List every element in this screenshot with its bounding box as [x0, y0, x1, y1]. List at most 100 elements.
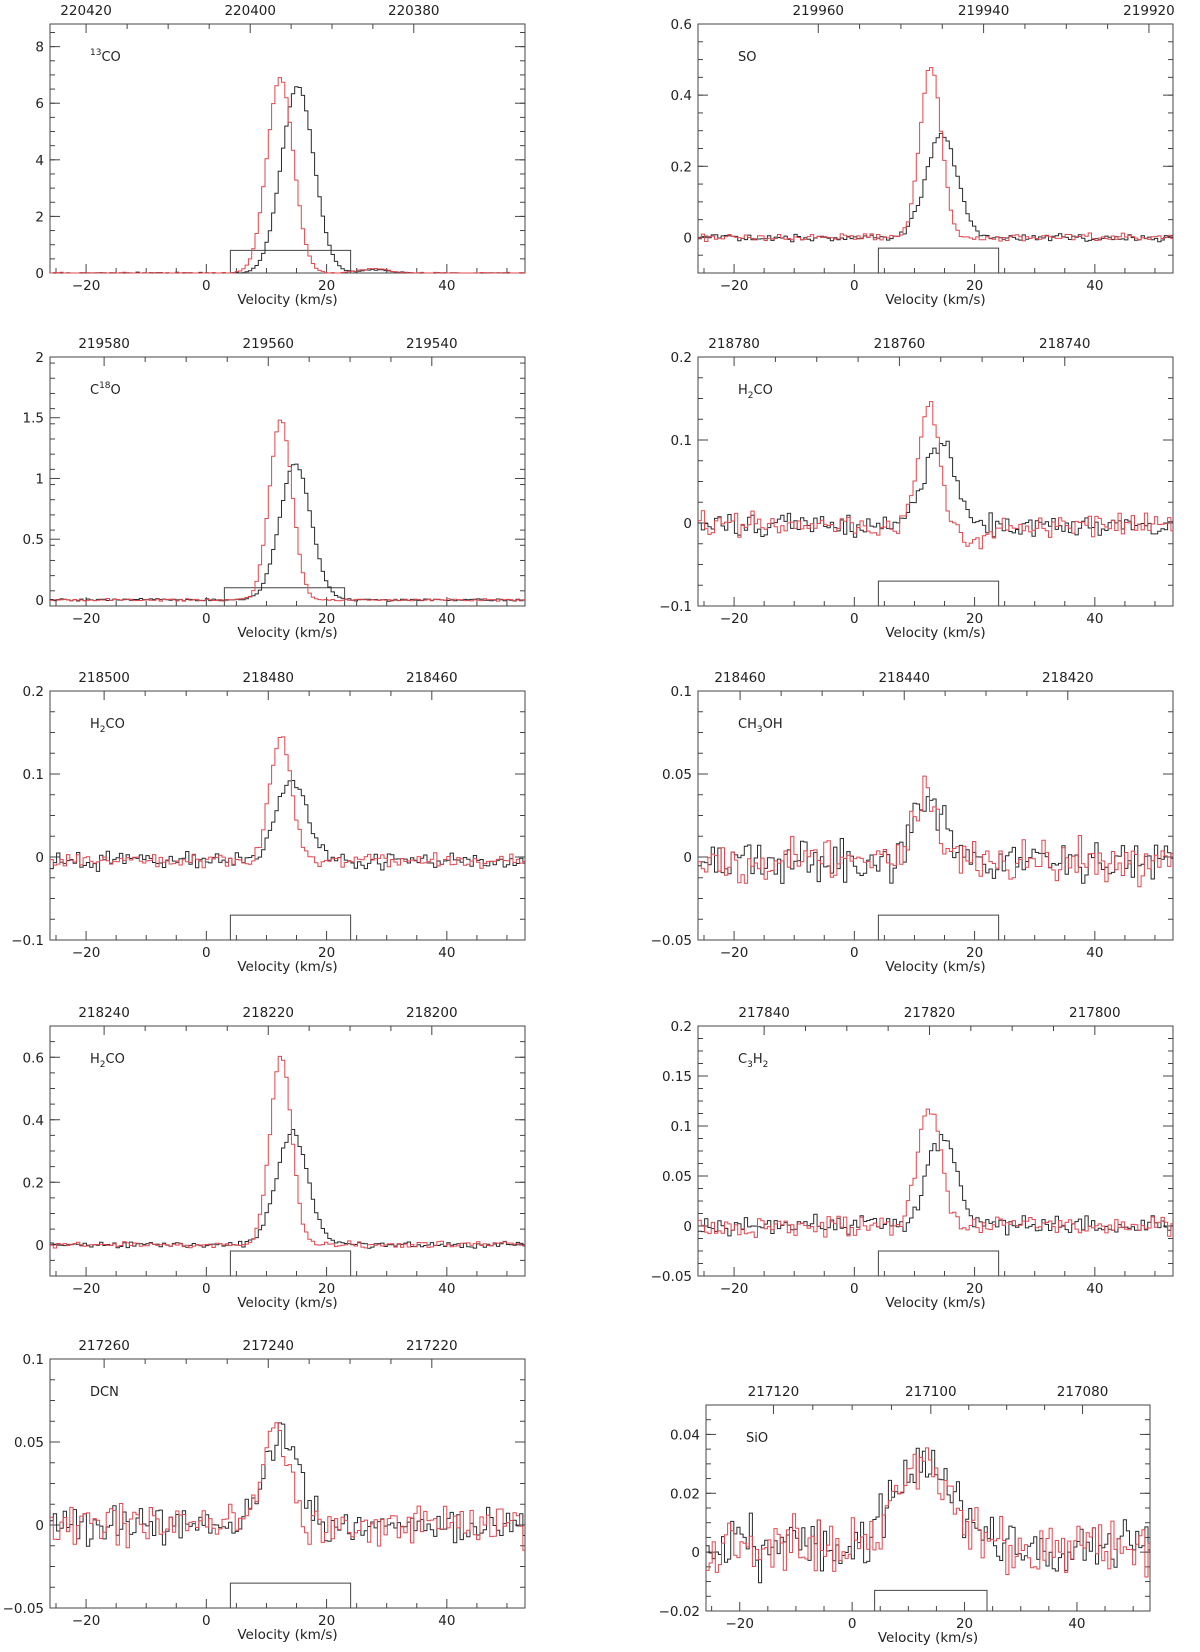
top-tick-label: 217220 [406, 1338, 458, 1354]
y-tick-label: 0.05 [662, 767, 692, 783]
x-tick-label: 20 [318, 945, 335, 961]
x-axis-title: Velocity (km/s) [237, 1295, 337, 1311]
y-tick-label: 0.4 [23, 1113, 44, 1129]
x-tick-label: −20 [72, 278, 101, 294]
y-tick-label: 0.1 [23, 767, 44, 783]
x-tick-label: −20 [72, 1613, 101, 1629]
plot-frame [697, 1025, 1174, 1277]
y-tick-label: −0.05 [651, 1269, 692, 1285]
molecule-label: SiO [746, 1431, 768, 1446]
top-tick-label: 218760 [874, 336, 926, 352]
y-tick-label: 0 [683, 1219, 692, 1235]
top-tick-label: 219940 [958, 3, 1010, 19]
molecule-label: DCN [90, 1385, 119, 1400]
y-tick-label: 0.6 [671, 17, 692, 33]
top-tick-label: 217240 [242, 1338, 294, 1354]
top-tick-label: 218460 [714, 670, 766, 686]
x-axis-title: Velocity (km/s) [237, 1627, 337, 1643]
x-tick-label: 20 [318, 1613, 335, 1629]
plot-frame [49, 1358, 526, 1609]
top-tick-label: 218440 [878, 670, 930, 686]
spectrum-panel-1: −20 0 20 40 Velocity (km/s) 0 2 4 6 8 220420 220400… [35, 3, 526, 308]
spectrum-red-series [50, 736, 525, 869]
x-tick-label: −20 [72, 945, 101, 961]
top-tick-label: 220380 [388, 3, 440, 19]
y-tick-label: −0.05 [3, 1601, 44, 1617]
y-tick-label: 0.5 [23, 532, 44, 548]
spectrum-red-series [698, 775, 1173, 888]
y-tick-label: 6 [35, 96, 44, 112]
spectrum-red-series [50, 419, 525, 602]
x-tick-label: −20 [720, 611, 749, 627]
y-tick-label: 0.1 [23, 1352, 44, 1368]
top-tick-label: 218240 [78, 1005, 130, 1021]
top-tick-label: 217260 [78, 1338, 130, 1354]
y-tick-label: −0.02 [659, 1604, 700, 1620]
spectrum-black-series [706, 1447, 1150, 1584]
top-tick-label: 217820 [904, 1005, 956, 1021]
y-tick-label: −0.05 [651, 933, 692, 949]
x-tick-label: 0 [202, 945, 211, 961]
y-tick-label: 0 [35, 266, 44, 282]
molecule-label: C3H2 [738, 1052, 768, 1070]
y-tick-label: −0.1 [659, 599, 692, 615]
x-tick-label: 40 [1086, 278, 1103, 294]
x-axis-title: Velocity (km/s) [885, 625, 985, 641]
top-tick-label: 219540 [406, 336, 458, 352]
top-tick-label: 218740 [1039, 336, 1091, 352]
x-tick-label: 40 [1086, 1281, 1103, 1297]
x-tick-label: 0 [202, 611, 211, 627]
top-tick-label: 218780 [708, 336, 760, 352]
spectrum-panel-8: −20 0 20 40 Velocity (km/s) −0.05 0 0.05 0.1 0.15… [651, 1005, 1174, 1311]
x-tick-label: 0 [850, 611, 859, 627]
spectrum-red-series [698, 401, 1173, 550]
plot-frame [49, 23, 526, 274]
top-tick-label: 219960 [792, 3, 844, 19]
x-tick-label: −20 [725, 1616, 754, 1632]
spectrum-black-series [50, 1129, 525, 1249]
spectrum-panel-3: −20 0 20 40 Velocity (km/s) 0 0.5 1 1.5 2 219580 21… [23, 336, 526, 641]
y-tick-label: 0.2 [23, 684, 44, 700]
x-tick-label: 40 [438, 945, 455, 961]
spectrum-panel-9: −20 0 20 40 Velocity (km/s) −0.05 0 0.05 0.1 2172… [3, 1338, 526, 1643]
top-tick-label: 218220 [242, 1005, 294, 1021]
y-tick-label: 2 [35, 209, 44, 225]
velocity-window-box [874, 1589, 988, 1611]
top-tick-label: 218480 [242, 670, 294, 686]
velocity-window-box [229, 1250, 352, 1276]
y-tick-label: −0.1 [11, 933, 44, 949]
y-tick-label: 0.02 [670, 1486, 700, 1502]
top-tick-label: 219920 [1123, 3, 1175, 19]
velocity-window-box [877, 914, 1000, 940]
top-tick-label: 218420 [1042, 670, 1094, 686]
x-axis-title: Velocity (km/s) [885, 1295, 985, 1311]
y-tick-label: 0 [35, 593, 44, 609]
top-tick-label: 220420 [60, 3, 112, 19]
x-tick-label: 20 [966, 945, 983, 961]
spectrum-black-series [50, 463, 525, 602]
x-tick-label: 40 [1086, 611, 1103, 627]
spectrum-red-series [50, 77, 525, 274]
x-tick-label: −20 [720, 278, 749, 294]
y-tick-label: 8 [35, 40, 44, 56]
top-tick-label: 219560 [242, 336, 294, 352]
x-axis-title: Velocity (km/s) [885, 959, 985, 975]
spectrum-panel-6: −20 0 20 40 Velocity (km/s) −0.05 0 0.05 0.1 2184… [651, 670, 1174, 975]
top-tick-label: 217080 [1057, 1384, 1109, 1400]
y-tick-label: 0 [683, 230, 692, 246]
y-tick-label: 0 [691, 1545, 700, 1561]
spectrum-red-series [698, 1108, 1173, 1238]
spectrum-black-series [698, 132, 1173, 243]
y-tick-label: 2 [35, 350, 44, 366]
velocity-window-box [877, 247, 1000, 273]
x-tick-label: 0 [202, 278, 211, 294]
y-tick-label: 0.6 [23, 1050, 44, 1066]
top-tick-label: 218460 [406, 670, 458, 686]
y-tick-label: 4 [35, 153, 44, 169]
molecule-label: SO [738, 50, 756, 65]
y-tick-label: 0.1 [671, 433, 692, 449]
y-tick-label: 0.1 [671, 684, 692, 700]
spectrum-panel-4: −20 0 20 40 Velocity (km/s) −0.1 0 0.1 0.2 218780… [659, 336, 1174, 641]
y-tick-label: 0.2 [671, 159, 692, 175]
